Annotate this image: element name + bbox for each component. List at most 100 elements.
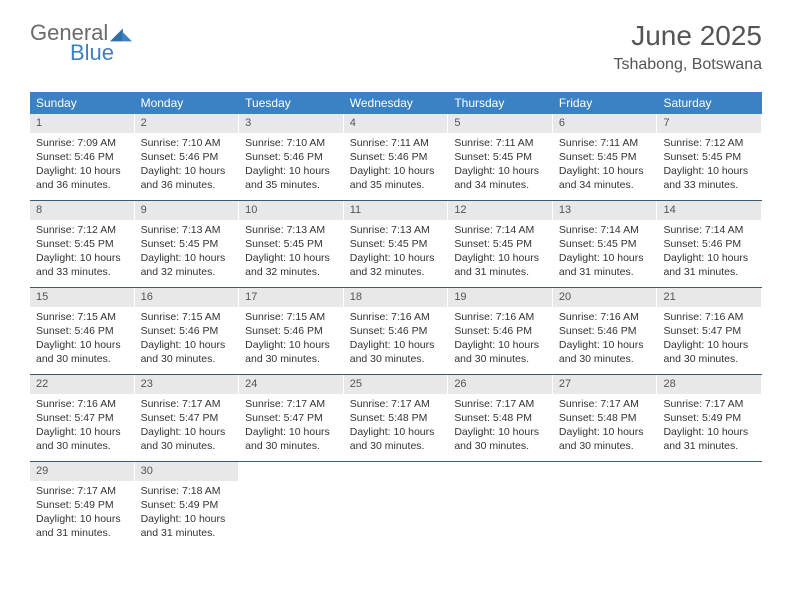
month-title: June 2025 [613,20,762,52]
day-cell: 16 Sunrise: 7:15 AMSunset: 5:46 PMDayligh… [135,288,240,374]
day-body: Sunrise: 7:10 AMSunset: 5:46 PMDaylight:… [239,136,344,193]
day-body: Sunrise: 7:16 AMSunset: 5:46 PMDaylight:… [553,310,658,367]
day-number: 1 [30,114,135,133]
sunset-line: Sunset: 5:48 PM [454,411,547,425]
day-of-week-row: SundayMondayTuesdayWednesdayThursdayFrid… [30,92,762,114]
sunrise-line: Sunrise: 7:13 AM [245,223,338,237]
day-number: 16 [135,288,240,307]
daylight-line: Daylight: 10 hours and 30 minutes. [141,338,234,366]
daylight-line: Daylight: 10 hours and 35 minutes. [245,164,338,192]
day-body: Sunrise: 7:17 AMSunset: 5:48 PMDaylight:… [344,397,449,454]
sunset-line: Sunset: 5:46 PM [350,150,443,164]
sunrise-line: Sunrise: 7:13 AM [350,223,443,237]
day-number: 12 [448,201,553,220]
daylight-line: Daylight: 10 hours and 33 minutes. [663,164,756,192]
sunrise-line: Sunrise: 7:09 AM [36,136,129,150]
sunset-line: Sunset: 5:45 PM [454,150,547,164]
day-cell: 13Sunrise: 7:14 AMSunset: 5:45 PMDayligh… [553,201,658,287]
day-cell: 12 Sunrise: 7:14 AMSunset: 5:45 PMDayligh… [448,201,553,287]
logo: GeneralBlue [30,20,132,66]
day-body: Sunrise: 7:17 AMSunset: 5:49 PMDaylight:… [30,484,135,541]
sunset-line: Sunset: 5:48 PM [350,411,443,425]
day-body: Sunrise: 7:17 AMSunset: 5:48 PMDaylight:… [553,397,658,454]
daylight-line: Daylight: 10 hours and 30 minutes. [245,425,338,453]
day-body: Sunrise: 7:14 AMSunset: 5:45 PMDaylight:… [448,223,553,280]
day-number: 7 [657,114,762,133]
dow-friday: Friday [553,92,658,114]
sunset-line: Sunset: 5:45 PM [36,237,129,251]
daylight-line: Daylight: 10 hours and 31 minutes. [454,251,547,279]
day-body: Sunrise: 7:16 AMSunset: 5:46 PMDaylight:… [344,310,449,367]
day-cell: 25 Sunrise: 7:17 AMSunset: 5:48 PMDayligh… [344,375,449,461]
sunset-line: Sunset: 5:49 PM [663,411,756,425]
daylight-line: Daylight: 10 hours and 30 minutes. [350,338,443,366]
day-number: 20 [553,288,658,307]
day-number: 21 [657,288,762,307]
day-cell: 4Sunrise: 7:11 AMSunset: 5:46 PMDaylight… [344,114,449,200]
day-cell: 14Sunrise: 7:14 AMSunset: 5:46 PMDayligh… [657,201,762,287]
sunset-line: Sunset: 5:49 PM [141,498,234,512]
day-body: Sunrise: 7:09 AMSunset: 5:46 PMDaylight:… [30,136,135,193]
day-cell: 6Sunrise: 7:11 AMSunset: 5:45 PMDaylight… [553,114,658,200]
day-number: 17 [239,288,344,307]
sunrise-line: Sunrise: 7:17 AM [454,397,547,411]
day-cell: 24Sunrise: 7:17 AMSunset: 5:47 PMDayligh… [239,375,344,461]
day-number: 9 [135,201,240,220]
sunrise-line: Sunrise: 7:18 AM [141,484,234,498]
day-number: 26 [448,375,553,394]
day-body: Sunrise: 7:10 AMSunset: 5:46 PMDaylight:… [135,136,240,193]
day-cell: 26Sunrise: 7:17 AMSunset: 5:48 PMDayligh… [448,375,553,461]
day-body: Sunrise: 7:16 AMSunset: 5:46 PMDaylight:… [448,310,553,367]
sunset-line: Sunset: 5:46 PM [36,150,129,164]
day-body: Sunrise: 7:15 AMSunset: 5:46 PMDaylight:… [30,310,135,367]
sunset-line: Sunset: 5:46 PM [454,324,547,338]
daylight-line: Daylight: 10 hours and 31 minutes. [141,512,234,540]
day-cell: . [657,462,762,548]
day-number: 15 [30,288,135,307]
day-cell: 18Sunrise: 7:16 AMSunset: 5:46 PMDayligh… [344,288,449,374]
dow-saturday: Saturday [657,92,762,114]
week-row: 8Sunrise: 7:12 AMSunset: 5:45 PMDaylight… [30,201,762,288]
sunset-line: Sunset: 5:45 PM [245,237,338,251]
day-cell: 29Sunrise: 7:17 AMSunset: 5:49 PMDayligh… [30,462,135,548]
sunrise-line: Sunrise: 7:10 AM [245,136,338,150]
daylight-line: Daylight: 10 hours and 30 minutes. [559,338,652,366]
sunset-line: Sunset: 5:45 PM [663,150,756,164]
sunrise-line: Sunrise: 7:12 AM [36,223,129,237]
day-number: 25 [344,375,449,394]
dow-tuesday: Tuesday [239,92,344,114]
day-cell: 5Sunrise: 7:11 AMSunset: 5:45 PMDaylight… [448,114,553,200]
sunrise-line: Sunrise: 7:16 AM [559,310,652,324]
dow-monday: Monday [135,92,240,114]
day-number: 28 [657,375,762,394]
sunrise-line: Sunrise: 7:16 AM [350,310,443,324]
day-cell: 17Sunrise: 7:15 AMSunset: 5:46 PMDayligh… [239,288,344,374]
day-cell: 30Sunrise: 7:18 AMSunset: 5:49 PMDayligh… [135,462,240,548]
sunset-line: Sunset: 5:46 PM [141,324,234,338]
day-number: 14 [657,201,762,220]
day-number: 2 [135,114,240,133]
daylight-line: Daylight: 10 hours and 30 minutes. [454,338,547,366]
daylight-line: Daylight: 10 hours and 34 minutes. [454,164,547,192]
day-number: 8 [30,201,135,220]
day-cell: 11Sunrise: 7:13 AMSunset: 5:45 PMDayligh… [344,201,449,287]
week-row: 1Sunrise: 7:09 AMSunset: 5:46 PMDaylight… [30,114,762,201]
sunrise-line: Sunrise: 7:15 AM [245,310,338,324]
day-body: Sunrise: 7:16 AMSunset: 5:47 PMDaylight:… [30,397,135,454]
sunrise-line: Sunrise: 7:17 AM [350,397,443,411]
sunrise-line: Sunrise: 7:14 AM [663,223,756,237]
sunrise-line: Sunrise: 7:12 AM [663,136,756,150]
dow-thursday: Thursday [448,92,553,114]
day-number: 23 [135,375,240,394]
sunrise-line: Sunrise: 7:17 AM [559,397,652,411]
sunrise-line: Sunrise: 7:17 AM [245,397,338,411]
day-body: Sunrise: 7:15 AMSunset: 5:46 PMDaylight:… [135,310,240,367]
daylight-line: Daylight: 10 hours and 31 minutes. [663,251,756,279]
day-cell: 23Sunrise: 7:17 AMSunset: 5:47 PMDayligh… [135,375,240,461]
daylight-line: Daylight: 10 hours and 36 minutes. [141,164,234,192]
day-number: 22 [30,375,135,394]
sunrise-line: Sunrise: 7:16 AM [454,310,547,324]
day-body: Sunrise: 7:11 AMSunset: 5:45 PMDaylight:… [553,136,658,193]
sunset-line: Sunset: 5:47 PM [141,411,234,425]
day-body: Sunrise: 7:13 AMSunset: 5:45 PMDaylight:… [135,223,240,280]
